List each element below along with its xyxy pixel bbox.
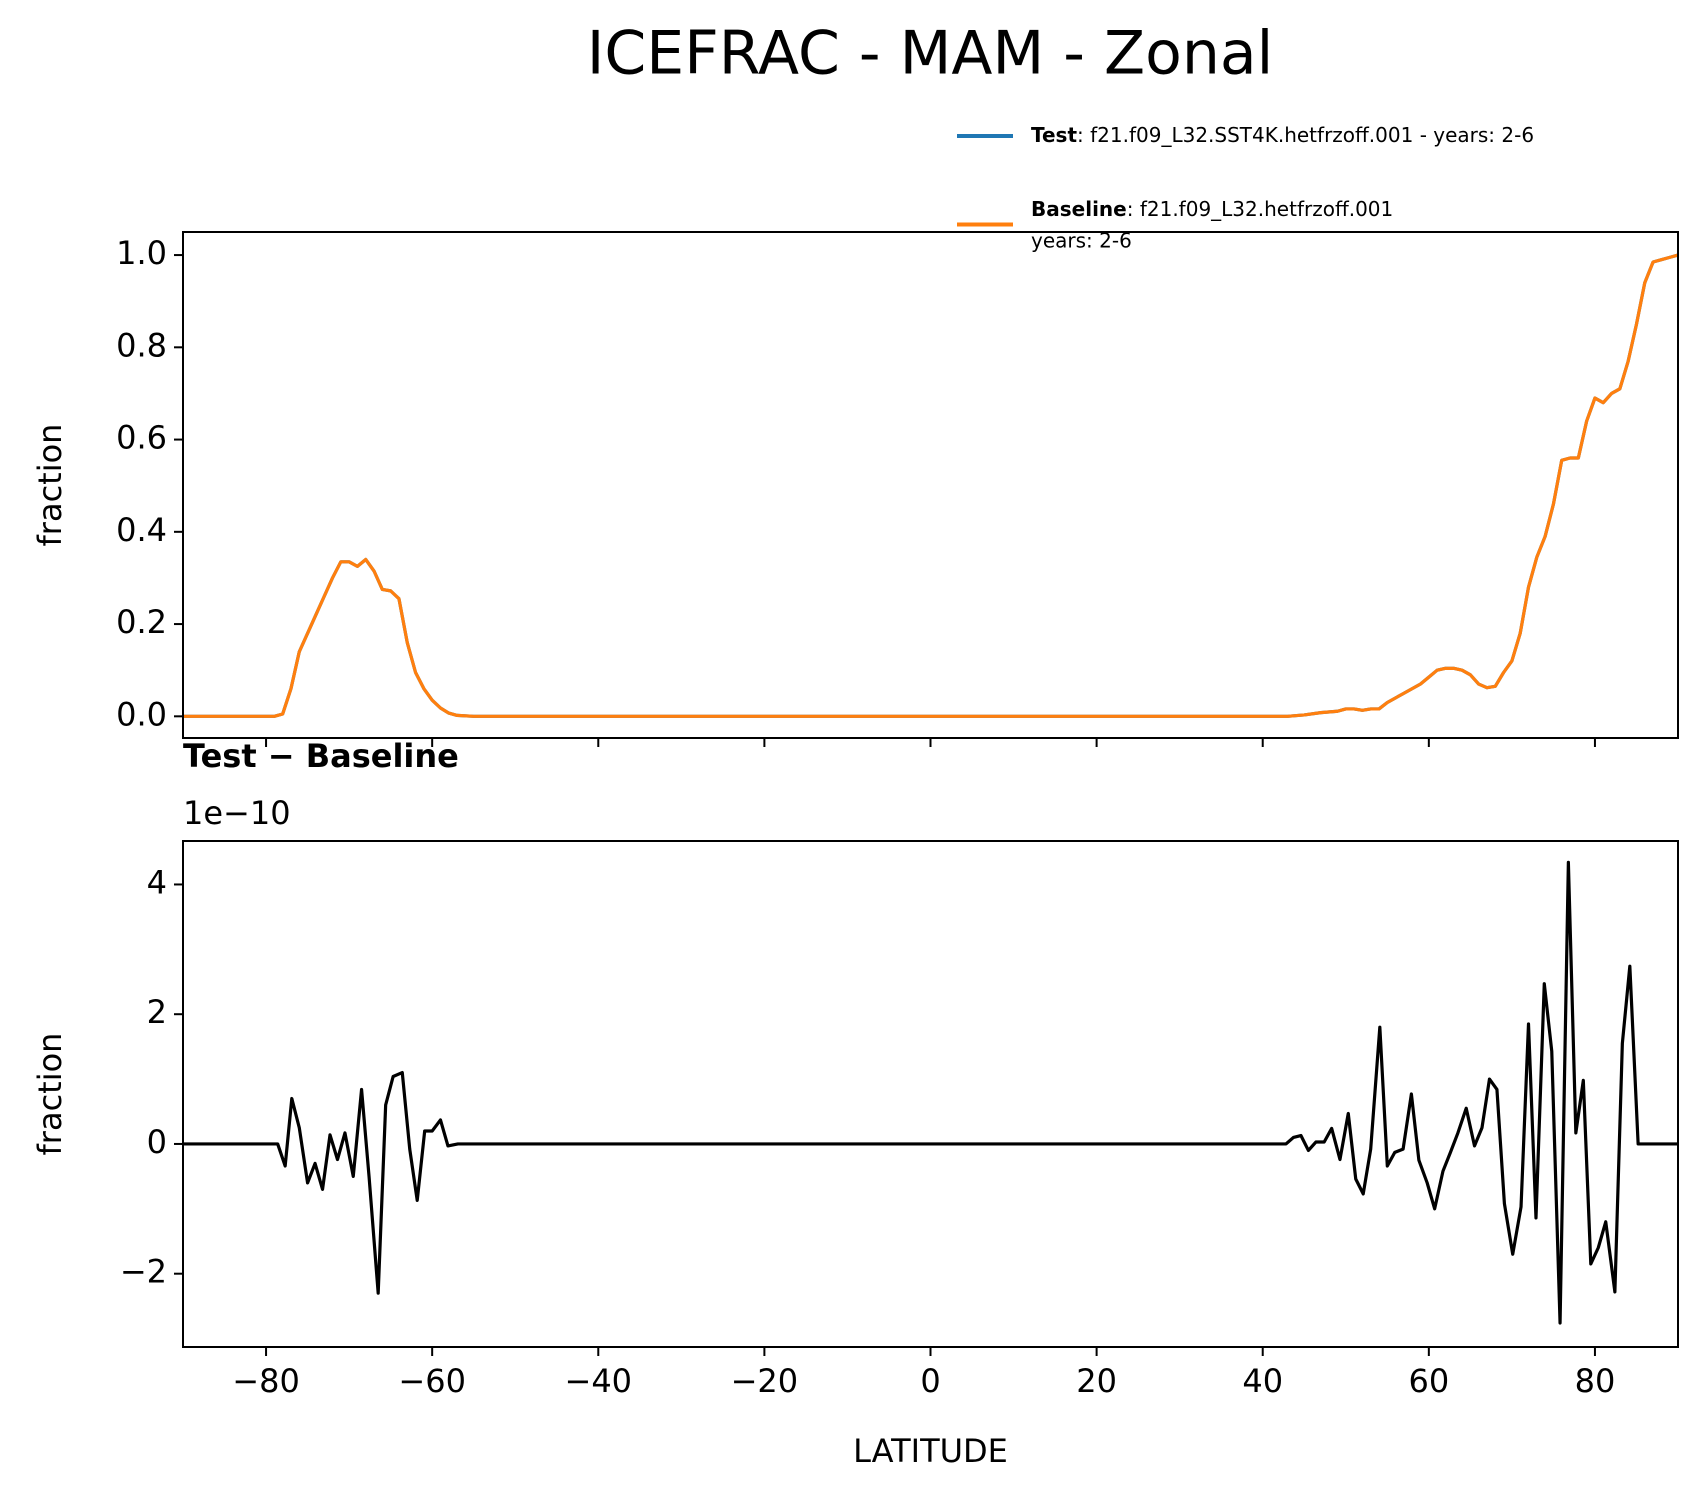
y-tick-label: 0.6: [116, 419, 167, 457]
x-tick-label: −60: [398, 1362, 466, 1400]
y-tick-label: −2: [120, 1253, 167, 1291]
data-line: [183, 860, 1678, 1325]
legend-entry: Baseline: f21.f09_L32.hetfrzoff.001: [1031, 197, 1393, 221]
legend-name: Test: [1031, 123, 1077, 147]
y-tick-label: 0.0: [116, 695, 167, 733]
y-tick-label: 0.4: [116, 511, 167, 549]
y-tick-label: 2: [147, 993, 167, 1031]
y-tick-label: 1.0: [116, 234, 167, 272]
x-tick-label: 60: [1408, 1362, 1449, 1400]
offset-label: 1e−10: [183, 794, 291, 832]
y-axis-label: fraction: [31, 424, 69, 547]
x-tick-label: 20: [1076, 1362, 1117, 1400]
x-tick-label: 40: [1242, 1362, 1283, 1400]
y-tick-label: 0: [147, 1123, 167, 1161]
y-tick-label: 0.2: [116, 603, 167, 641]
x-tick-label: −80: [232, 1362, 300, 1400]
axes-title: Test − Baseline: [183, 737, 459, 775]
legend-text: years: 2-6: [1031, 229, 1132, 253]
x-tick-label: 0: [920, 1362, 940, 1400]
legend-text: : f21.f09_L32.hetfrzoff.001: [1127, 197, 1394, 221]
legend-name: Baseline: [1031, 197, 1127, 221]
y-tick-label: 0.8: [116, 326, 167, 364]
x-axis-label: LATITUDE: [853, 1432, 1008, 1470]
x-tick-label: −20: [731, 1362, 799, 1400]
legend-text: : f21.f09_L32.SST4K.hetfrzoff.001 - year…: [1077, 123, 1534, 147]
y-tick-label: 4: [147, 863, 167, 901]
data-line: [183, 253, 1679, 718]
x-tick-label: 80: [1575, 1362, 1616, 1400]
y-axis-label: fraction: [31, 1033, 69, 1156]
figure-title: ICEFRAC - MAM - Zonal: [587, 19, 1274, 89]
x-tick-label: −40: [565, 1362, 633, 1400]
legend-entry: Test: f21.f09_L32.SST4K.hetfrzoff.001 - …: [1031, 123, 1534, 147]
